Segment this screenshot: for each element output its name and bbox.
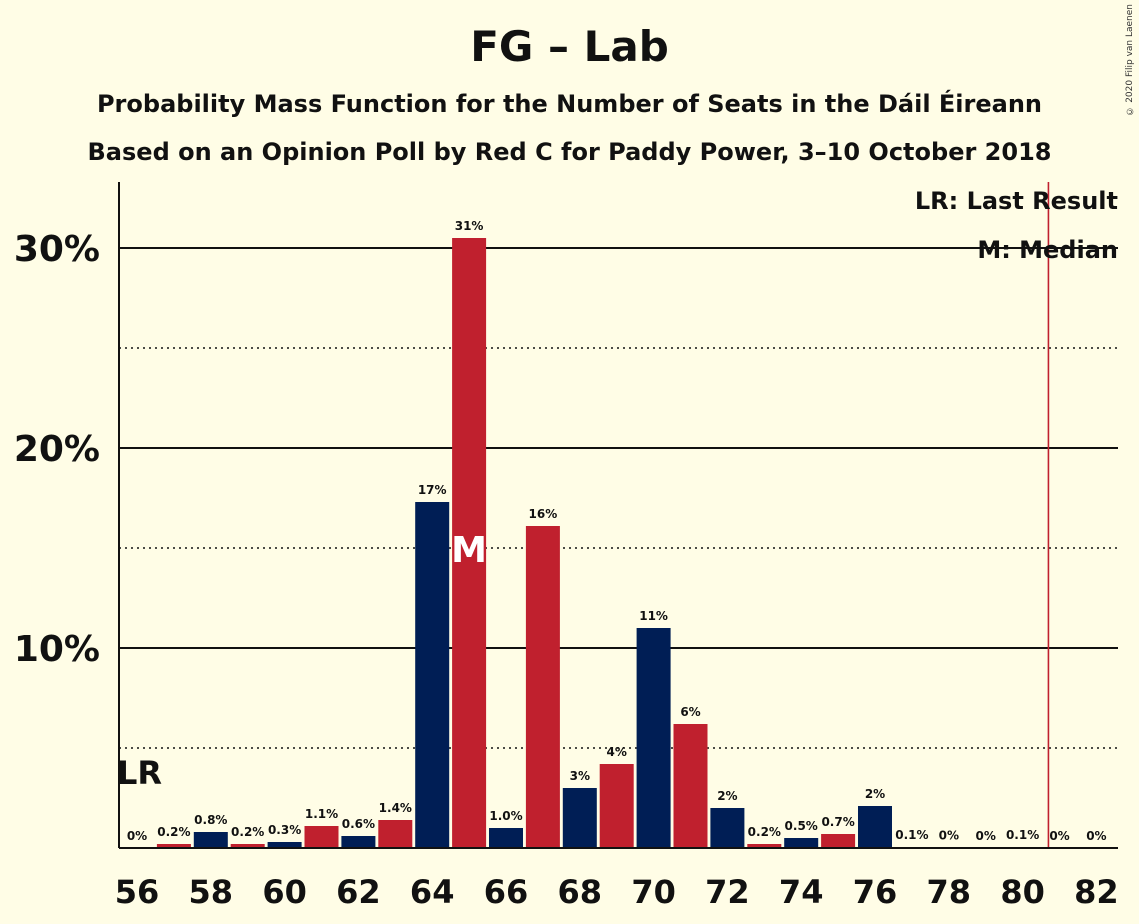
x-tick-label: 62 bbox=[336, 873, 381, 911]
data-label-69: 4% bbox=[607, 745, 627, 759]
x-tick-label: 76 bbox=[853, 873, 898, 911]
data-label-65: 31% bbox=[455, 219, 484, 233]
bar-70 bbox=[636, 628, 671, 848]
data-label-57: 0.2% bbox=[157, 825, 190, 839]
x-tick-label: 82 bbox=[1074, 873, 1119, 911]
bar-76 bbox=[858, 806, 892, 848]
data-label-80: 0.1% bbox=[1006, 828, 1039, 842]
data-label-64: 17% bbox=[418, 483, 447, 497]
data-label-81: 0% bbox=[1049, 829, 1069, 843]
data-label-74: 0.5% bbox=[785, 819, 818, 833]
x-tick-label: 58 bbox=[189, 873, 234, 911]
data-label-76: 2% bbox=[865, 787, 885, 801]
y-tick-label: 20% bbox=[14, 429, 100, 470]
bar-68 bbox=[562, 788, 597, 848]
axes-group: 10% 20% 30% 56 58 60 62 64 66 68 70 72 74 76 78 80 82 bbox=[14, 182, 1119, 911]
y-tick-label: 10% bbox=[14, 629, 100, 670]
grid-lines bbox=[119, 247, 1118, 749]
bar-69 bbox=[599, 764, 634, 848]
data-label-56: 0% bbox=[127, 829, 147, 843]
bar-62 bbox=[341, 836, 376, 848]
x-tick-label: 64 bbox=[410, 873, 455, 911]
data-label-66: 1.0% bbox=[489, 809, 522, 823]
bar-65 bbox=[452, 238, 487, 848]
chart-subtitle-2: Based on an Opinion Poll by Red C for Pa… bbox=[87, 138, 1052, 166]
data-label-72: 2% bbox=[717, 789, 737, 803]
data-label-79: 0% bbox=[976, 829, 996, 843]
bar-67 bbox=[525, 526, 560, 848]
bar-73 bbox=[747, 844, 782, 848]
bar-64 bbox=[415, 502, 450, 848]
bar-60 bbox=[267, 842, 302, 848]
chart-title: FG – Lab bbox=[470, 22, 669, 71]
x-tick-label: 56 bbox=[115, 873, 160, 911]
bar-74 bbox=[784, 838, 819, 848]
x-tick-label: 80 bbox=[1000, 873, 1045, 911]
x-tick-label: 72 bbox=[705, 873, 750, 911]
x-tick-label: 60 bbox=[262, 873, 307, 911]
data-label-61: 1.1% bbox=[305, 807, 338, 821]
bar-63 bbox=[378, 820, 413, 848]
data-labels-group: 0% 0.2% 0.8% 0.2% 0.3% 1.1% 0.6% 1.4% 17% 31% 1.0%… bbox=[117, 182, 1107, 848]
data-label-82: 0% bbox=[1086, 829, 1106, 843]
data-label-71: 6% bbox=[680, 705, 700, 719]
y-tick-label: 30% bbox=[14, 229, 100, 270]
x-tick-label: 66 bbox=[484, 873, 529, 911]
x-tick-label: 70 bbox=[631, 873, 676, 911]
x-tick-label: 74 bbox=[779, 873, 824, 911]
x-tick-label: 68 bbox=[558, 873, 603, 911]
bar-57 bbox=[156, 844, 191, 848]
legend: LR: Last Result M: Median bbox=[915, 187, 1118, 264]
bar-66 bbox=[489, 828, 523, 848]
data-label-59: 0.2% bbox=[231, 825, 264, 839]
legend-median: M: Median bbox=[977, 236, 1118, 264]
bar-58 bbox=[193, 832, 228, 848]
median-marker: M bbox=[451, 530, 487, 571]
data-label-60: 0.3% bbox=[268, 823, 301, 837]
data-label-77: 0.1% bbox=[895, 828, 928, 842]
data-label-73: 0.2% bbox=[748, 825, 781, 839]
chart-subtitle-1: Probability Mass Function for the Number… bbox=[96, 90, 1043, 118]
bar-61 bbox=[304, 826, 339, 848]
data-label-62: 0.6% bbox=[342, 817, 375, 831]
last-result-marker: LR bbox=[117, 754, 162, 792]
bar-72 bbox=[710, 808, 745, 848]
data-label-68: 3% bbox=[570, 769, 590, 783]
data-label-67: 16% bbox=[529, 507, 558, 521]
bar-59 bbox=[230, 844, 265, 848]
data-label-78: 0% bbox=[939, 829, 959, 843]
x-tick-label: 78 bbox=[927, 873, 972, 911]
data-label-70: 11% bbox=[639, 609, 668, 623]
legend-last-result: LR: Last Result bbox=[915, 187, 1118, 215]
data-label-63: 1.4% bbox=[379, 801, 412, 815]
bar-71 bbox=[673, 724, 708, 848]
data-label-75: 0.7% bbox=[821, 815, 854, 829]
bar-75 bbox=[821, 834, 856, 848]
data-label-58: 0.8% bbox=[194, 813, 227, 827]
bars-group bbox=[156, 238, 1040, 848]
